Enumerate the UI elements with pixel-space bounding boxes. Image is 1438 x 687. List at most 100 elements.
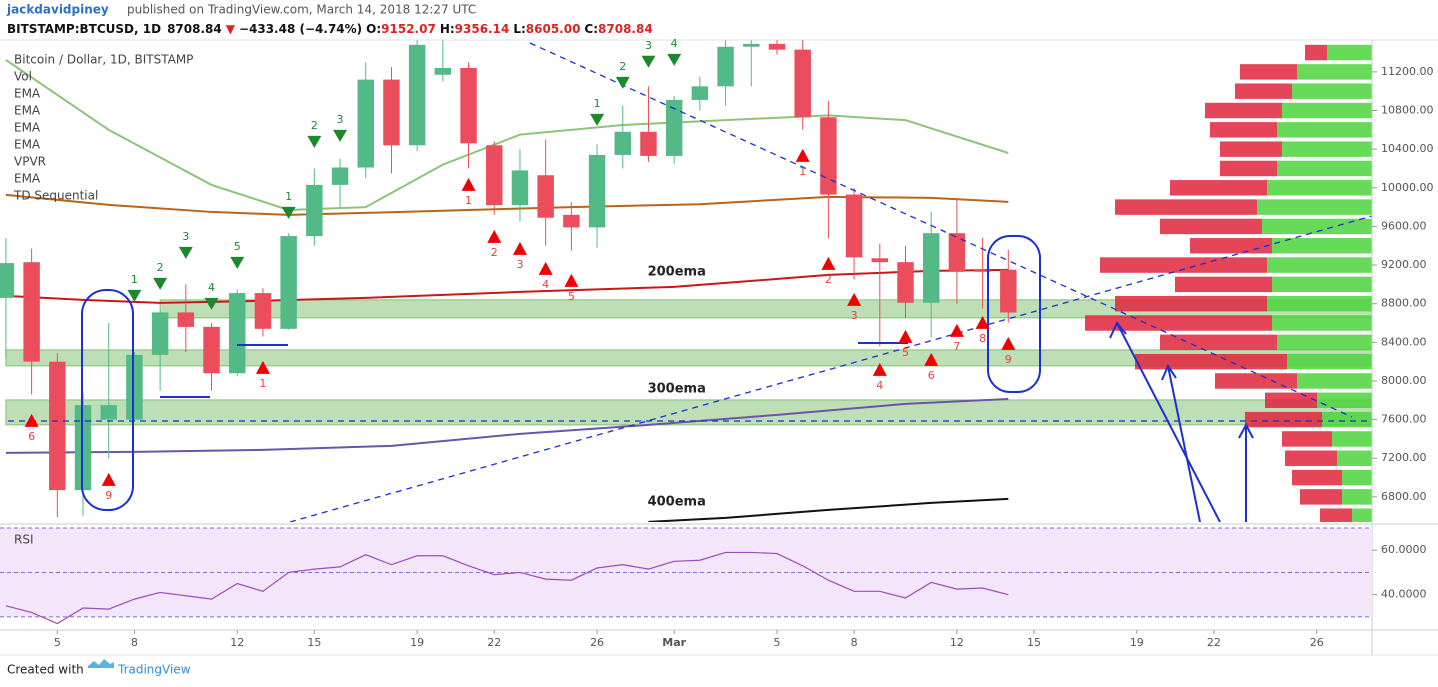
candle-body <box>1000 269 1017 313</box>
y-tick-label: 8400.00 <box>1381 335 1427 348</box>
td-count: 8 <box>979 332 986 345</box>
candle-body <box>768 43 786 50</box>
y-tick-label: 10400.00 <box>1381 142 1434 155</box>
td-count: 3 <box>851 309 858 322</box>
ema-line <box>5 193 1009 216</box>
vpvr-down <box>1135 353 1287 370</box>
x-tick-label: 26 <box>1310 636 1324 649</box>
td-count: 6 <box>28 430 35 443</box>
td-marker <box>615 76 630 89</box>
td-count: 6 <box>928 369 935 382</box>
legend-entry: EMA <box>14 104 41 118</box>
arrow <box>1109 321 1221 522</box>
vpvr-up <box>1277 122 1372 138</box>
candle-body <box>23 262 40 362</box>
chart-title: Bitcoin / Dollar, 1D, BITSTAMP <box>14 53 193 67</box>
candle-body <box>357 79 374 168</box>
vpvr-up <box>1327 44 1372 61</box>
td-count: 2 <box>311 119 318 132</box>
td-count: 4 <box>542 278 549 291</box>
legend-entry: EMA <box>14 172 41 186</box>
vpvr-down <box>1215 373 1297 389</box>
td-marker <box>538 261 553 275</box>
td-marker <box>204 297 219 310</box>
candle-body <box>486 145 503 206</box>
td-marker <box>898 329 913 343</box>
td-marker <box>872 362 887 376</box>
td-count: 4 <box>208 281 215 294</box>
td-marker <box>487 229 502 243</box>
td-marker <box>821 256 836 270</box>
candle-body <box>563 214 580 228</box>
td-marker <box>847 292 862 306</box>
plot-top: Bitcoin / Dollar, 1D, BITSTAMP Vol EMA EMA E… <box>13 37 1016 509</box>
x-tick-label: 22 <box>1207 636 1221 649</box>
td-marker <box>461 177 476 191</box>
td-count: 9 <box>1005 353 1012 366</box>
td-count: 2 <box>619 60 626 73</box>
published: published on TradingView.com, March 14, … <box>127 3 476 17</box>
td-count: 4 <box>671 37 678 50</box>
y-tick-label: 6800.00 <box>1381 490 1427 503</box>
x-tick-label: 22 <box>487 636 501 649</box>
drawings <box>8 42 1372 522</box>
td-marker <box>795 148 810 162</box>
td-marker <box>564 273 579 287</box>
h-label: H: <box>440 22 455 36</box>
td-count: 2 <box>491 246 498 259</box>
logo <box>88 659 114 668</box>
vpvr-up <box>1317 392 1372 409</box>
td-count: 2 <box>157 261 164 274</box>
td-marker <box>281 206 296 219</box>
vpvr-up <box>1267 257 1372 273</box>
td-count: 1 <box>285 190 292 203</box>
td-count: 1 <box>594 97 601 110</box>
low: 8605.00 <box>526 22 581 36</box>
vpvr-down <box>1100 257 1267 273</box>
rsi-title: RSI <box>14 533 34 547</box>
td-count: 3 <box>516 258 523 271</box>
x-tick-label: 8 <box>131 636 138 649</box>
vpvr-up <box>1277 334 1372 351</box>
x-tick-label: 19 <box>1130 636 1144 649</box>
vpvr-down <box>1240 64 1297 80</box>
candle-body <box>614 131 631 155</box>
candle-body <box>229 293 246 374</box>
vpvr-down <box>1115 295 1267 312</box>
vpvr-up <box>1342 469 1372 486</box>
x-tick-label: 12 <box>230 636 244 649</box>
td-count: 5 <box>902 346 909 359</box>
x-tick-label: 5 <box>54 636 61 649</box>
vpvr-up <box>1272 276 1372 293</box>
arrow <box>1238 422 1254 522</box>
candle-body <box>511 170 529 206</box>
candle-body <box>537 175 554 218</box>
vpvr-up <box>1342 489 1372 505</box>
y-tick-label: 60.0000 <box>1381 543 1427 556</box>
footer-brand[interactable]: TradingView <box>117 663 191 677</box>
x-tick-label: 15 <box>307 636 321 649</box>
vpvr-up <box>1262 218 1372 235</box>
symbol: BITSTAMP:BTCUSD, 1D <box>7 22 161 36</box>
author[interactable]: jackdavidpiney <box>6 3 109 17</box>
td-marker <box>1001 336 1016 350</box>
vpvr-down <box>1220 141 1282 157</box>
vpvr-down <box>1170 180 1267 196</box>
vpvr-down <box>1265 392 1317 409</box>
vpvr-down <box>1085 315 1272 331</box>
vpvr-up <box>1297 64 1372 80</box>
plot-under <box>5 44 1372 522</box>
candle-body <box>383 79 400 146</box>
td-marker <box>24 413 39 427</box>
candle-body <box>665 99 683 156</box>
candle-body <box>845 194 863 258</box>
candle-body <box>588 154 606 228</box>
candle-body <box>408 44 426 146</box>
td-count: 3 <box>182 230 189 243</box>
x-tick-label: Mar <box>662 636 686 649</box>
td-marker <box>333 129 348 142</box>
vpvr-up <box>1282 141 1372 157</box>
vpvr-up <box>1322 411 1372 428</box>
td-count: 4 <box>876 379 883 392</box>
td-count: 5 <box>568 290 575 303</box>
